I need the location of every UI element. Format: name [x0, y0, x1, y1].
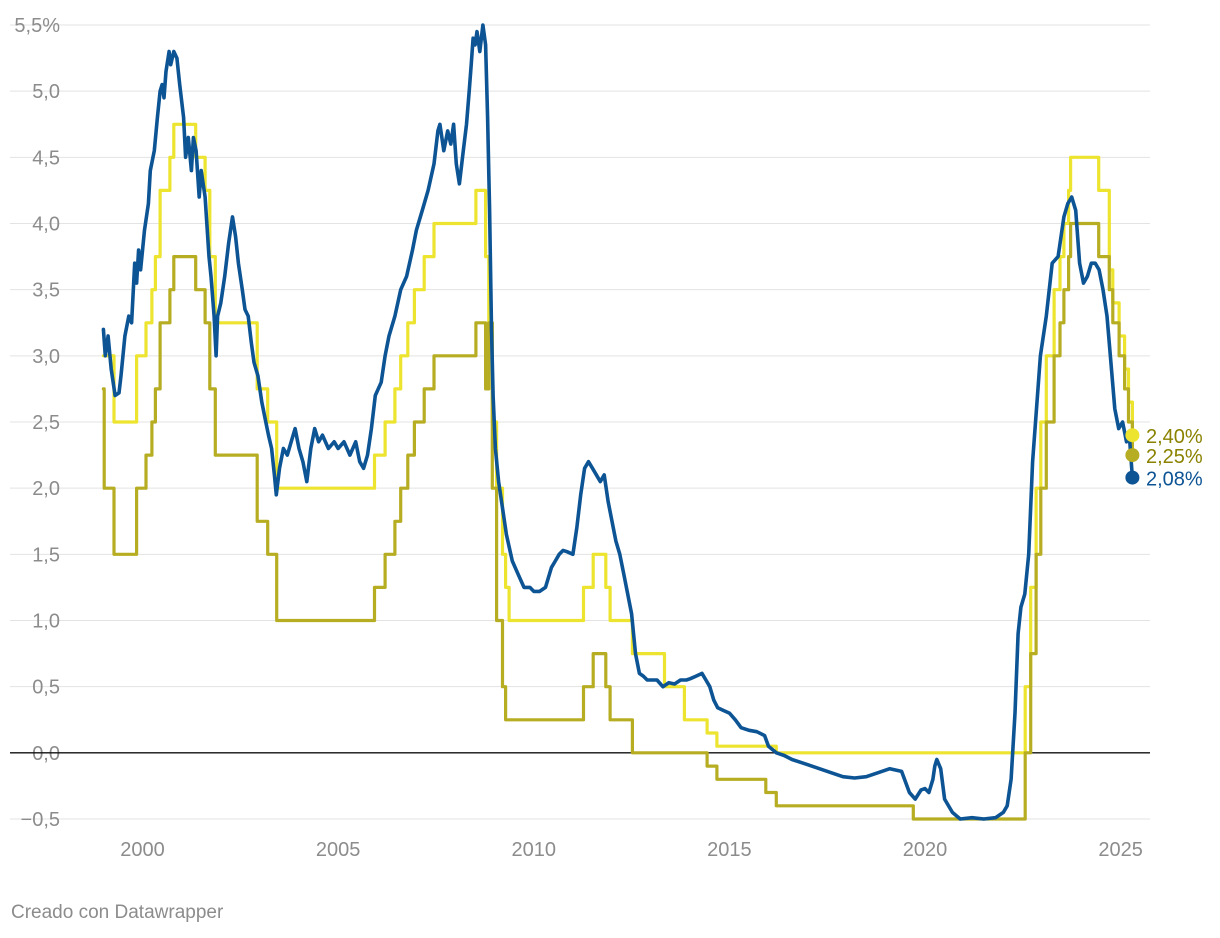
y-axis-ticks: 5,5% 5,0 4,5 4,0 3,5 3,0 2,5 2,0 1,5 1,0 0,5 0,0 −0,… — [14, 15, 60, 831]
y-tick-label: 1,5 — [32, 544, 60, 566]
euribor-12m-line — [101, 23, 1135, 821]
y-tick-label: 3,0 — [32, 346, 60, 368]
y-tick-label: 0,0 — [32, 743, 60, 765]
y-tick-label: −0,5 — [21, 809, 60, 831]
y-tick-label: 5,5% — [14, 15, 60, 37]
x-axis-ticks: 2000 2005 2010 2015 2020 2025 — [120, 839, 1143, 861]
x-tick-label: 2015 — [707, 839, 752, 861]
y-tick-label: 1,0 — [32, 611, 60, 633]
y-tick-label: 5,0 — [32, 81, 60, 103]
x-tick-label: 2010 — [512, 839, 557, 861]
deposit-rate-end-label: 2,25% — [1146, 446, 1203, 468]
y-tick-label: 4,0 — [32, 214, 60, 236]
chart-area: 5,5% 5,0 4,5 4,0 3,5 3,0 2,5 2,0 1,5 1,0 0,5 0,0 −0,… — [10, 15, 1203, 861]
y-tick-label: 0,5 — [32, 677, 60, 699]
x-tick-label: 2000 — [120, 839, 165, 861]
euribor-12m-end-label: 2,08% — [1146, 469, 1203, 491]
deposit-rate-line — [101, 221, 1134, 821]
series-lines — [101, 23, 1135, 821]
deposit-rate-endpoint — [1125, 448, 1140, 463]
euribor-12m-endpoint — [1125, 470, 1140, 485]
footer-credit[interactable]: Creado con Datawrapper — [11, 902, 224, 923]
x-tick-label: 2025 — [1098, 839, 1143, 861]
x-tick-label: 2020 — [903, 839, 948, 861]
y-tick-label: 3,5 — [32, 280, 60, 302]
line-chart: 5,5% 5,0 4,5 4,0 3,5 3,0 2,5 2,0 1,5 1,0 0,5 0,0 −0,… — [10, 15, 1203, 861]
refinancing-rate-endpoint — [1125, 428, 1140, 443]
y-tick-label: 2,5 — [32, 412, 60, 434]
y-tick-label: 2,0 — [32, 478, 60, 500]
series-endpoints: 2,40%2,25%2,08% — [1125, 426, 1203, 491]
y-tick-label: 4,5 — [32, 147, 60, 169]
gridlines — [10, 24, 1150, 820]
x-tick-label: 2005 — [316, 839, 361, 861]
refinancing-rate-line — [101, 122, 1134, 755]
refinancing-rate-end-label: 2,40% — [1146, 426, 1203, 448]
